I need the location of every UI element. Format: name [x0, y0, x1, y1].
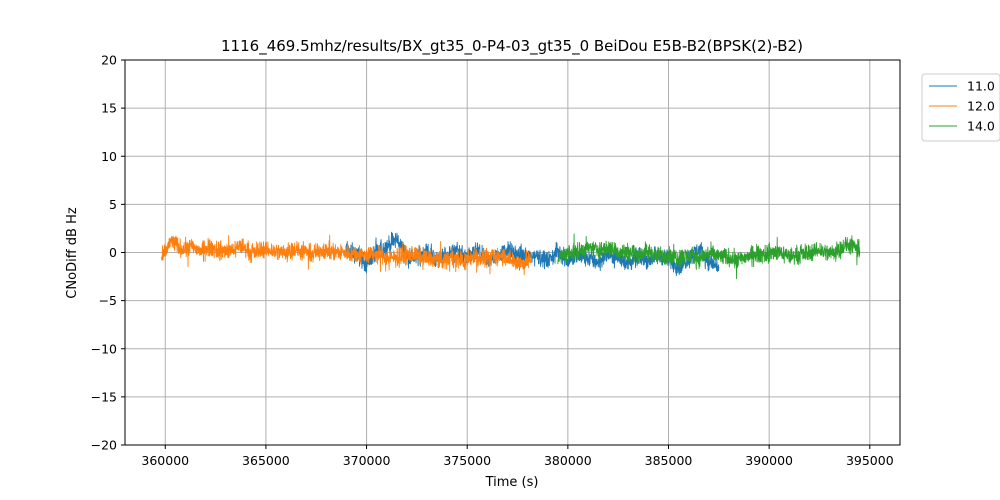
- y-tick-label: 0: [109, 245, 117, 260]
- x-tick-label: 380000: [544, 453, 592, 468]
- x-tick-label: 360000: [141, 453, 189, 468]
- y-axis-ticks: −20 −15 −10 −5 0 5 10 15 20: [91, 53, 125, 453]
- x-tick-label: 385000: [645, 453, 693, 468]
- y-axis-title: CNoDiff dB Hz: [65, 207, 80, 299]
- legend-label: 12.0: [967, 99, 995, 114]
- y-tick-label: 5: [109, 197, 117, 212]
- x-tick-label: 370000: [343, 453, 391, 468]
- x-tick-label: 365000: [242, 453, 290, 468]
- legend-box: [921, 73, 1000, 142]
- x-tick-label: 395000: [846, 453, 894, 468]
- x-tick-label: 375000: [443, 453, 491, 468]
- series-line-12.0: [160, 234, 533, 276]
- y-tick-label: 20: [101, 53, 117, 68]
- y-tick-label: −20: [91, 438, 117, 453]
- x-axis-title: Time (s): [485, 475, 539, 490]
- y-tick-label: −5: [99, 293, 117, 308]
- series-line-14.0: [557, 233, 861, 280]
- chart-title: 1116_469.5mhz/results/BX_gt35_0-P4-03_gt…: [221, 37, 803, 56]
- x-axis-ticks: 360000 365000 370000 375000 380000 385000 3900…: [141, 445, 894, 468]
- y-tick-label: −10: [91, 341, 117, 356]
- y-tick-label: 15: [101, 101, 117, 116]
- legend-label: 14.0: [967, 119, 995, 134]
- legend: 11.0 12.0 14.0: [921, 73, 1000, 142]
- y-tick-label: −15: [91, 389, 117, 404]
- legend-label: 11.0: [967, 79, 995, 94]
- x-tick-label: 390000: [745, 453, 793, 468]
- y-tick-label: 10: [101, 149, 117, 164]
- plot-series: [160, 231, 861, 280]
